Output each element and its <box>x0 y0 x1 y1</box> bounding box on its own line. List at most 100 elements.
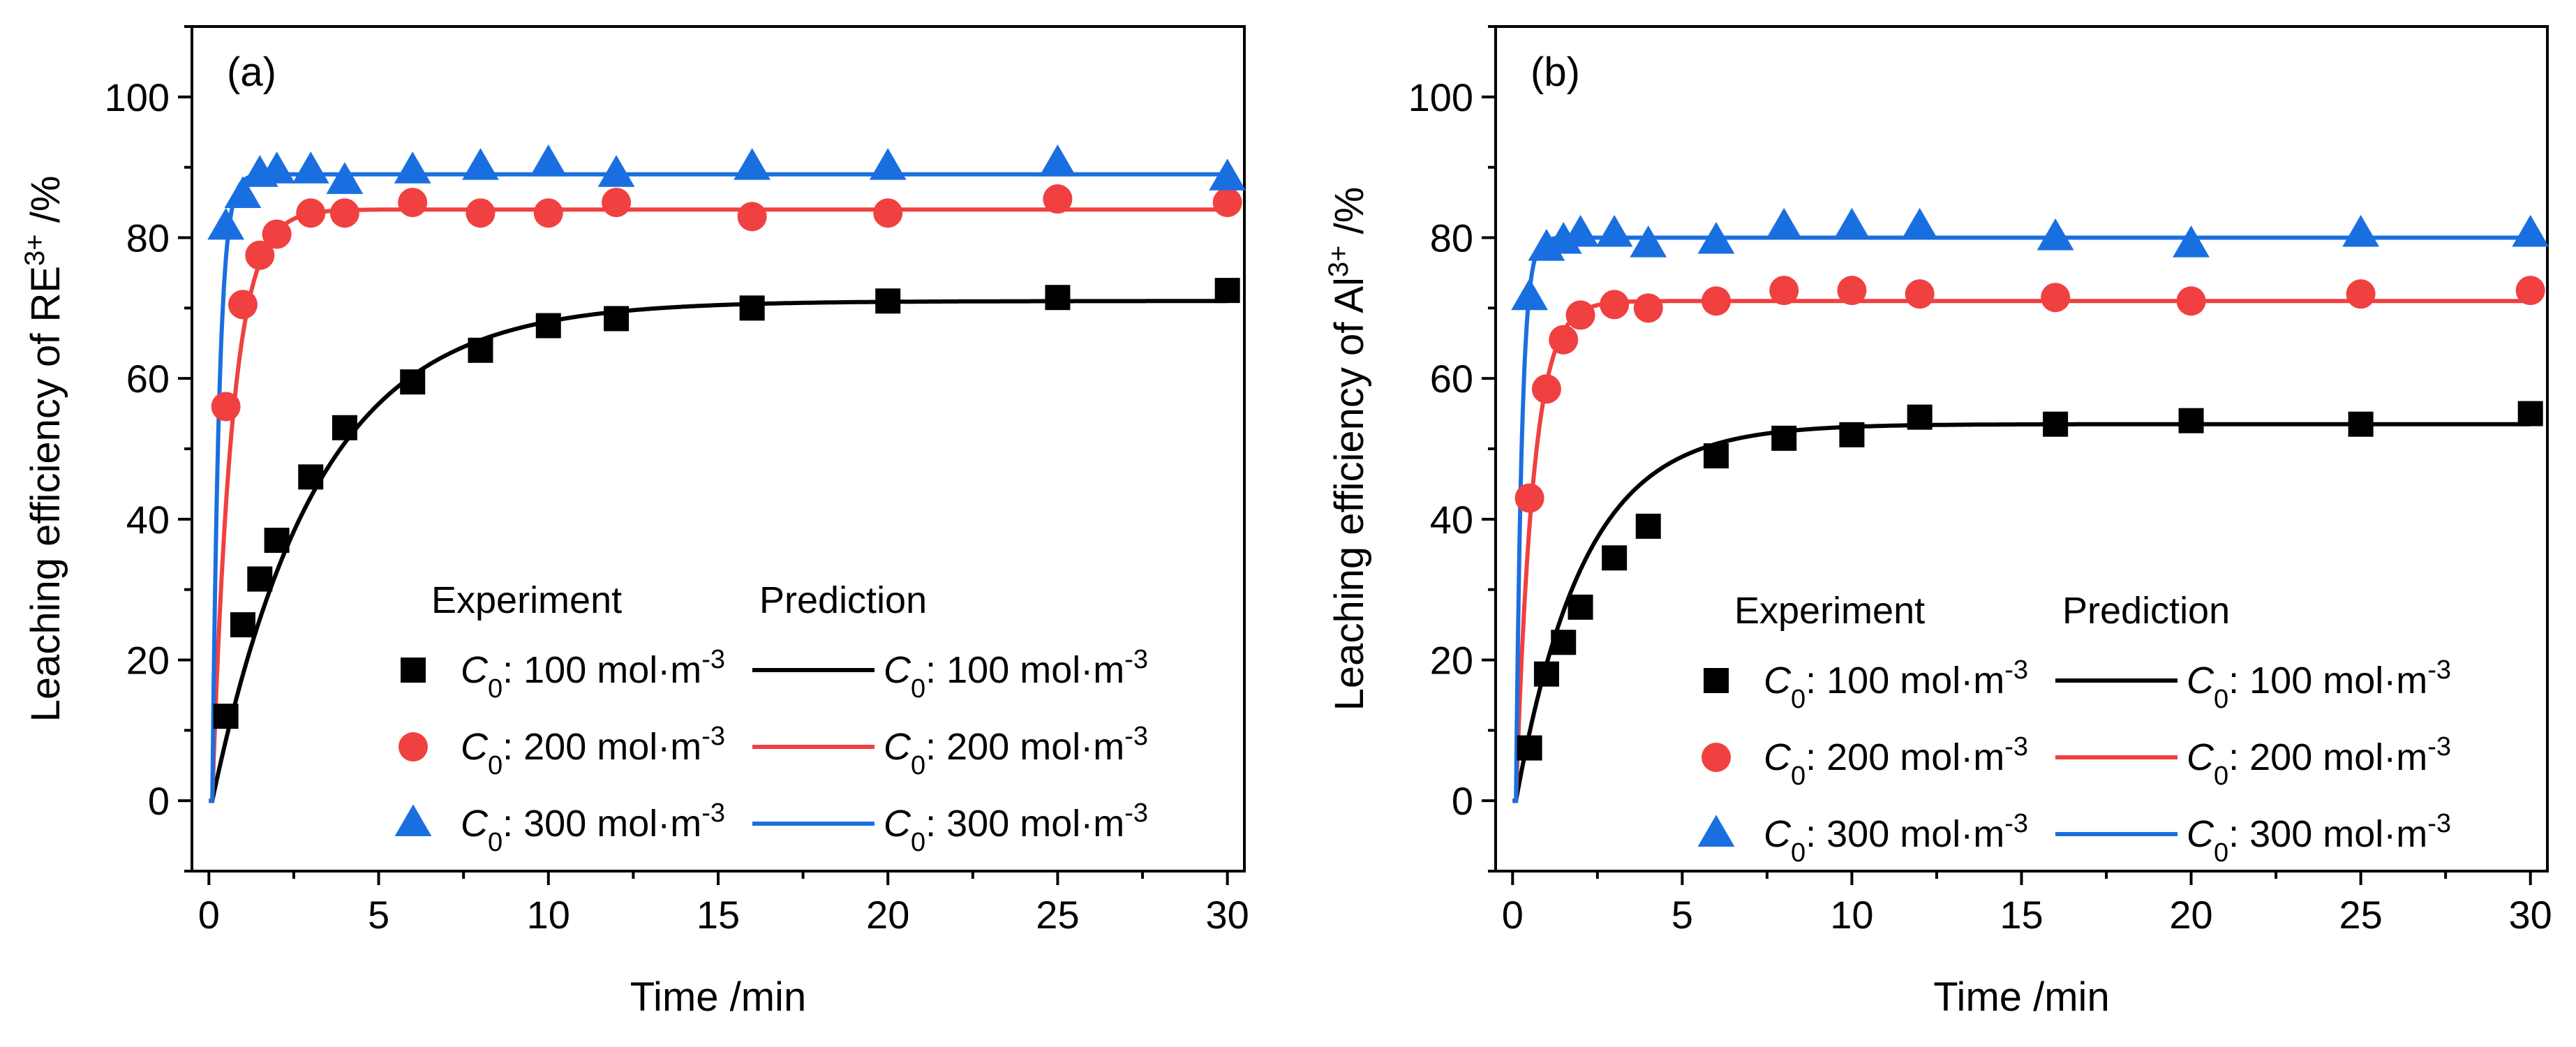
x-tick-label: 5 <box>1672 893 1693 937</box>
experiment-point-series-3 <box>394 151 431 184</box>
y-tick-label: 40 <box>126 498 170 542</box>
legend-prediction-label: C0: 300 mol·m-3 <box>884 799 1148 857</box>
experiment-point-series-2 <box>228 290 258 320</box>
experiment-point-series-2 <box>1769 276 1799 306</box>
experiment-point-series-3 <box>207 207 245 240</box>
x-tick-label: 10 <box>1830 893 1873 937</box>
experiment-point-series-1 <box>739 295 765 321</box>
prediction-line-series-2 <box>1512 299 2531 803</box>
experiment-point-series-2 <box>1549 325 1579 355</box>
x-tick-label: 15 <box>2000 893 2043 937</box>
experiment-point-series-2 <box>398 188 428 218</box>
legend-marker-series-3 <box>394 804 432 836</box>
experiment-point-series-1 <box>1533 661 1559 687</box>
experiment-point-series-1 <box>875 288 901 314</box>
x-tick-label: 5 <box>368 893 389 937</box>
experiment-point-series-3 <box>2342 214 2380 247</box>
legend-prediction-label: C0: 100 mol·m-3 <box>2187 655 2451 714</box>
experiment-point-series-2 <box>1514 483 1544 513</box>
experiment-point-series-2 <box>245 240 275 270</box>
legend-experiment-label: C0: 100 mol·m-3 <box>461 645 725 704</box>
legend-experiment-label: C0: 100 mol·m-3 <box>1764 655 2028 714</box>
experiment-point-series-2 <box>211 392 241 422</box>
legend-marker-series-1 <box>401 658 426 683</box>
experiment-point-series-1 <box>1602 545 1628 571</box>
experiment-point-series-1 <box>1214 278 1240 304</box>
legend-prediction-header: Prediction <box>759 579 927 621</box>
experiment-point-series-1 <box>1045 285 1071 311</box>
x-tick-label: 30 <box>2509 893 2552 937</box>
experiment-point-series-1 <box>247 566 273 592</box>
y-tick-label: 100 <box>105 75 170 119</box>
experiment-point-series-3 <box>734 148 771 180</box>
y-tick-label: 60 <box>1430 357 1473 401</box>
experiment-point-series-1 <box>1907 404 1933 430</box>
experiment-point-series-1 <box>1771 425 1797 451</box>
legend-prediction-header: Prediction <box>2062 590 2230 632</box>
experiment-point-series-2 <box>2041 283 2071 313</box>
experiment-point-series-2 <box>296 198 326 228</box>
experiment-point-series-1 <box>332 415 357 440</box>
experiment-point-series-1 <box>400 369 426 395</box>
panel-label: (a) <box>227 50 276 95</box>
legend-experiment-header: Experiment <box>431 579 622 621</box>
experiment-point-series-3 <box>530 144 567 177</box>
x-tick-label: 20 <box>866 893 909 937</box>
experiment-point-series-1 <box>2348 411 2374 437</box>
experiment-point-series-2 <box>1633 293 1663 323</box>
experiment-point-series-1 <box>2517 401 2543 426</box>
experiment-point-series-1 <box>1703 443 1729 469</box>
experiment-point-series-1 <box>2178 408 2204 433</box>
y-tick-label: 0 <box>148 779 170 823</box>
experiment-point-series-2 <box>2515 276 2545 306</box>
experiment-point-series-3 <box>2512 214 2549 247</box>
y-axis-title: Leaching efficiency of RE3+ /% <box>20 176 68 722</box>
experiment-point-series-2 <box>1212 188 1242 218</box>
x-tick-label: 20 <box>2169 893 2212 937</box>
experiment-point-series-1 <box>1635 513 1661 539</box>
experiment-point-series-1 <box>1839 422 1865 447</box>
experiment-point-series-1 <box>468 337 493 363</box>
experiment-point-series-2 <box>1905 279 1935 309</box>
experiment-point-series-3 <box>1511 278 1549 311</box>
experiment-point-series-2 <box>1701 286 1731 316</box>
experiment-point-series-2 <box>533 198 563 228</box>
x-tick-label: 30 <box>1206 893 1249 937</box>
panel-a: 0 5 10 15 20 25 30 0 20 40 60 80 100 Time /min Leachin… <box>20 25 1249 1020</box>
legend-prediction-label: C0: 200 mol·m-3 <box>884 722 1148 780</box>
legend-prediction-label: C0: 300 mol·m-3 <box>2187 809 2451 868</box>
y-tick-label: 80 <box>126 216 170 260</box>
legend-experiment-label: C0: 300 mol·m-3 <box>1764 809 2028 868</box>
legend-marker-series-3 <box>1697 815 1735 847</box>
legend-marker-series-2 <box>1702 743 1731 772</box>
y-tick-label: 20 <box>126 639 170 683</box>
legend-experiment-label: C0: 300 mol·m-3 <box>461 799 725 857</box>
experiment-point-series-3 <box>1039 144 1076 177</box>
experiment-point-series-3 <box>292 151 329 184</box>
legend-experiment-label: C0: 200 mol·m-3 <box>461 722 725 780</box>
experiment-point-series-3 <box>597 155 635 187</box>
experiment-point-series-1 <box>535 313 561 339</box>
experiment-point-series-2 <box>1565 300 1595 330</box>
x-tick-label: 10 <box>527 893 570 937</box>
experiment-point-series-1 <box>230 612 255 638</box>
experiment-point-series-3 <box>1595 214 1633 247</box>
y-tick-label: 40 <box>1430 498 1473 542</box>
x-axis-title: Time /min <box>630 974 806 1020</box>
legend-prediction-label: C0: 200 mol·m-3 <box>2187 732 2451 791</box>
x-tick-label: 15 <box>697 893 740 937</box>
experiment-point-series-2 <box>737 202 767 232</box>
experiment-point-series-2 <box>466 198 496 228</box>
experiment-point-series-1 <box>213 704 239 729</box>
experiment-point-series-3 <box>224 176 262 208</box>
panel-b: 0 5 10 15 20 25 30 0 20 40 60 80 100 Time /min Leachin… <box>1323 25 2552 1020</box>
experiment-point-series-2 <box>1531 374 1561 404</box>
experiment-point-series-3 <box>258 151 296 184</box>
x-tick-label: 25 <box>2339 893 2382 937</box>
panel-label: (b) <box>1531 50 1580 95</box>
experiment-point-series-3 <box>869 148 907 180</box>
legend-experiment-label: C0: 200 mol·m-3 <box>1764 732 2028 791</box>
experiment-point-series-2 <box>1043 184 1073 214</box>
prediction-line-series-2 <box>209 207 1228 803</box>
